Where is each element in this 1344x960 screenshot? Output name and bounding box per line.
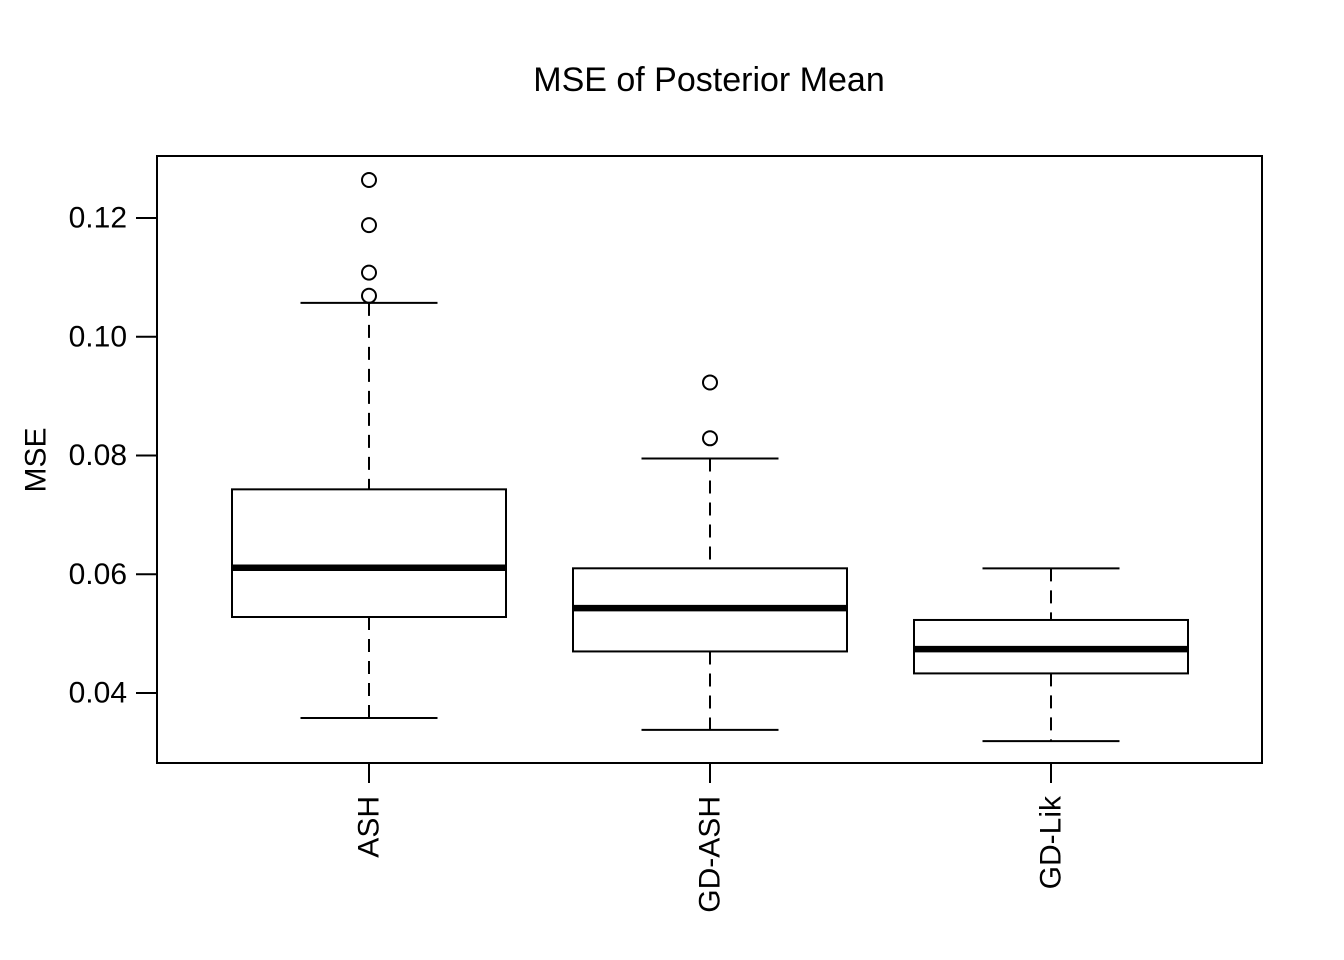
y-axis-ticks xyxy=(136,217,157,694)
outlier-point-ASH xyxy=(361,287,377,304)
outlier-point-GD-ASH xyxy=(702,430,718,447)
y-tick-label: 0.06 xyxy=(69,558,127,591)
chart-title: MSE of Posterior Mean xyxy=(533,61,884,99)
x-category-label: GD-ASH xyxy=(694,796,727,913)
outlier-point-GD-ASH xyxy=(702,374,718,391)
outlier-point-ASH xyxy=(361,264,377,281)
y-tick-label: 0.12 xyxy=(69,202,127,235)
x-category-label: ASH xyxy=(353,796,386,858)
outlier-point-ASH xyxy=(361,172,377,188)
y-axis-label: MSE xyxy=(20,427,53,492)
y-tick-label: 0.08 xyxy=(69,439,127,472)
y-axis-tick-labels: 0.04 0.06 0.08 0.10 0.12 xyxy=(69,202,127,710)
x-category-label: GD-Lik xyxy=(1035,795,1068,889)
box-rect-ASH xyxy=(231,488,507,618)
y-tick-label: 0.10 xyxy=(69,320,127,353)
x-axis-tick-labels: ASH GD-ASH GD-Lik xyxy=(353,795,1068,913)
y-tick-label: 0.04 xyxy=(69,677,127,710)
x-axis-ticks xyxy=(368,763,1052,783)
boxes-layer xyxy=(231,172,1189,743)
outlier-point-ASH xyxy=(361,217,377,234)
